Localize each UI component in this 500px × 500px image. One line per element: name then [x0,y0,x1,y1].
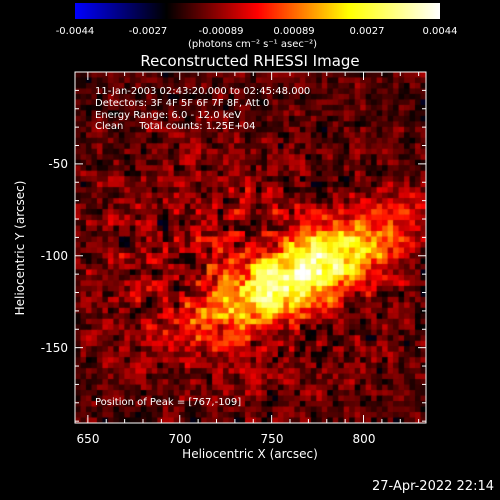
info-clean: Clean Total counts: 1.25E+04 [95,121,256,133]
x-tick-label: 650 [76,432,100,446]
x-tick-label: 750 [260,432,284,446]
y-axis-label: Heliocentric Y (arcsec) [13,180,27,316]
colorbar-tick-label: -0.00089 [198,26,244,37]
colorbar-tick-label: -0.0027 [128,26,168,37]
colorbar-tick-label: -0.0044 [55,26,95,37]
colorbar-tick-label: 0.0044 [422,26,458,37]
plot-timestamp: 27-Apr-2022 22:14 [372,479,494,494]
chart-title: Reconstructed RHESSI Image [140,52,360,70]
info-detectors: Detectors: 3F 4F 5F 6F 7F 8F, Att 0 [95,97,270,109]
x-axis-label: Heliocentric X (arcsec) [182,447,318,461]
y-tick-label: -100 [40,249,68,263]
info-energy: Energy Range: 6.0 - 12.0 keV [95,109,242,121]
x-tick-label: 800 [352,432,376,446]
x-tick-label: 700 [168,432,192,446]
peak-label: Position of Peak = [767,-109] [95,397,242,408]
heatmap-image [75,72,426,423]
colorbar-tick-label: 0.00089 [273,26,315,37]
plot-frame [74,71,427,424]
colorbar-tick-label: 0.0027 [349,26,385,37]
info-time: 11-Jan-2003 02:43:20.000 to 02:45:48.000 [95,86,311,97]
colorbar-units: (photons cm⁻² s⁻¹ asec⁻²) [188,39,318,50]
axis-ticks [75,71,426,423]
y-tick-label: -50 [48,157,68,171]
y-tick-label: -150 [40,341,68,355]
info-block: 11-Jan-2003 02:43:20.000 to 02:45:48.000… [95,86,310,133]
colorbar [75,3,440,19]
colorbar-gradient [75,3,440,19]
